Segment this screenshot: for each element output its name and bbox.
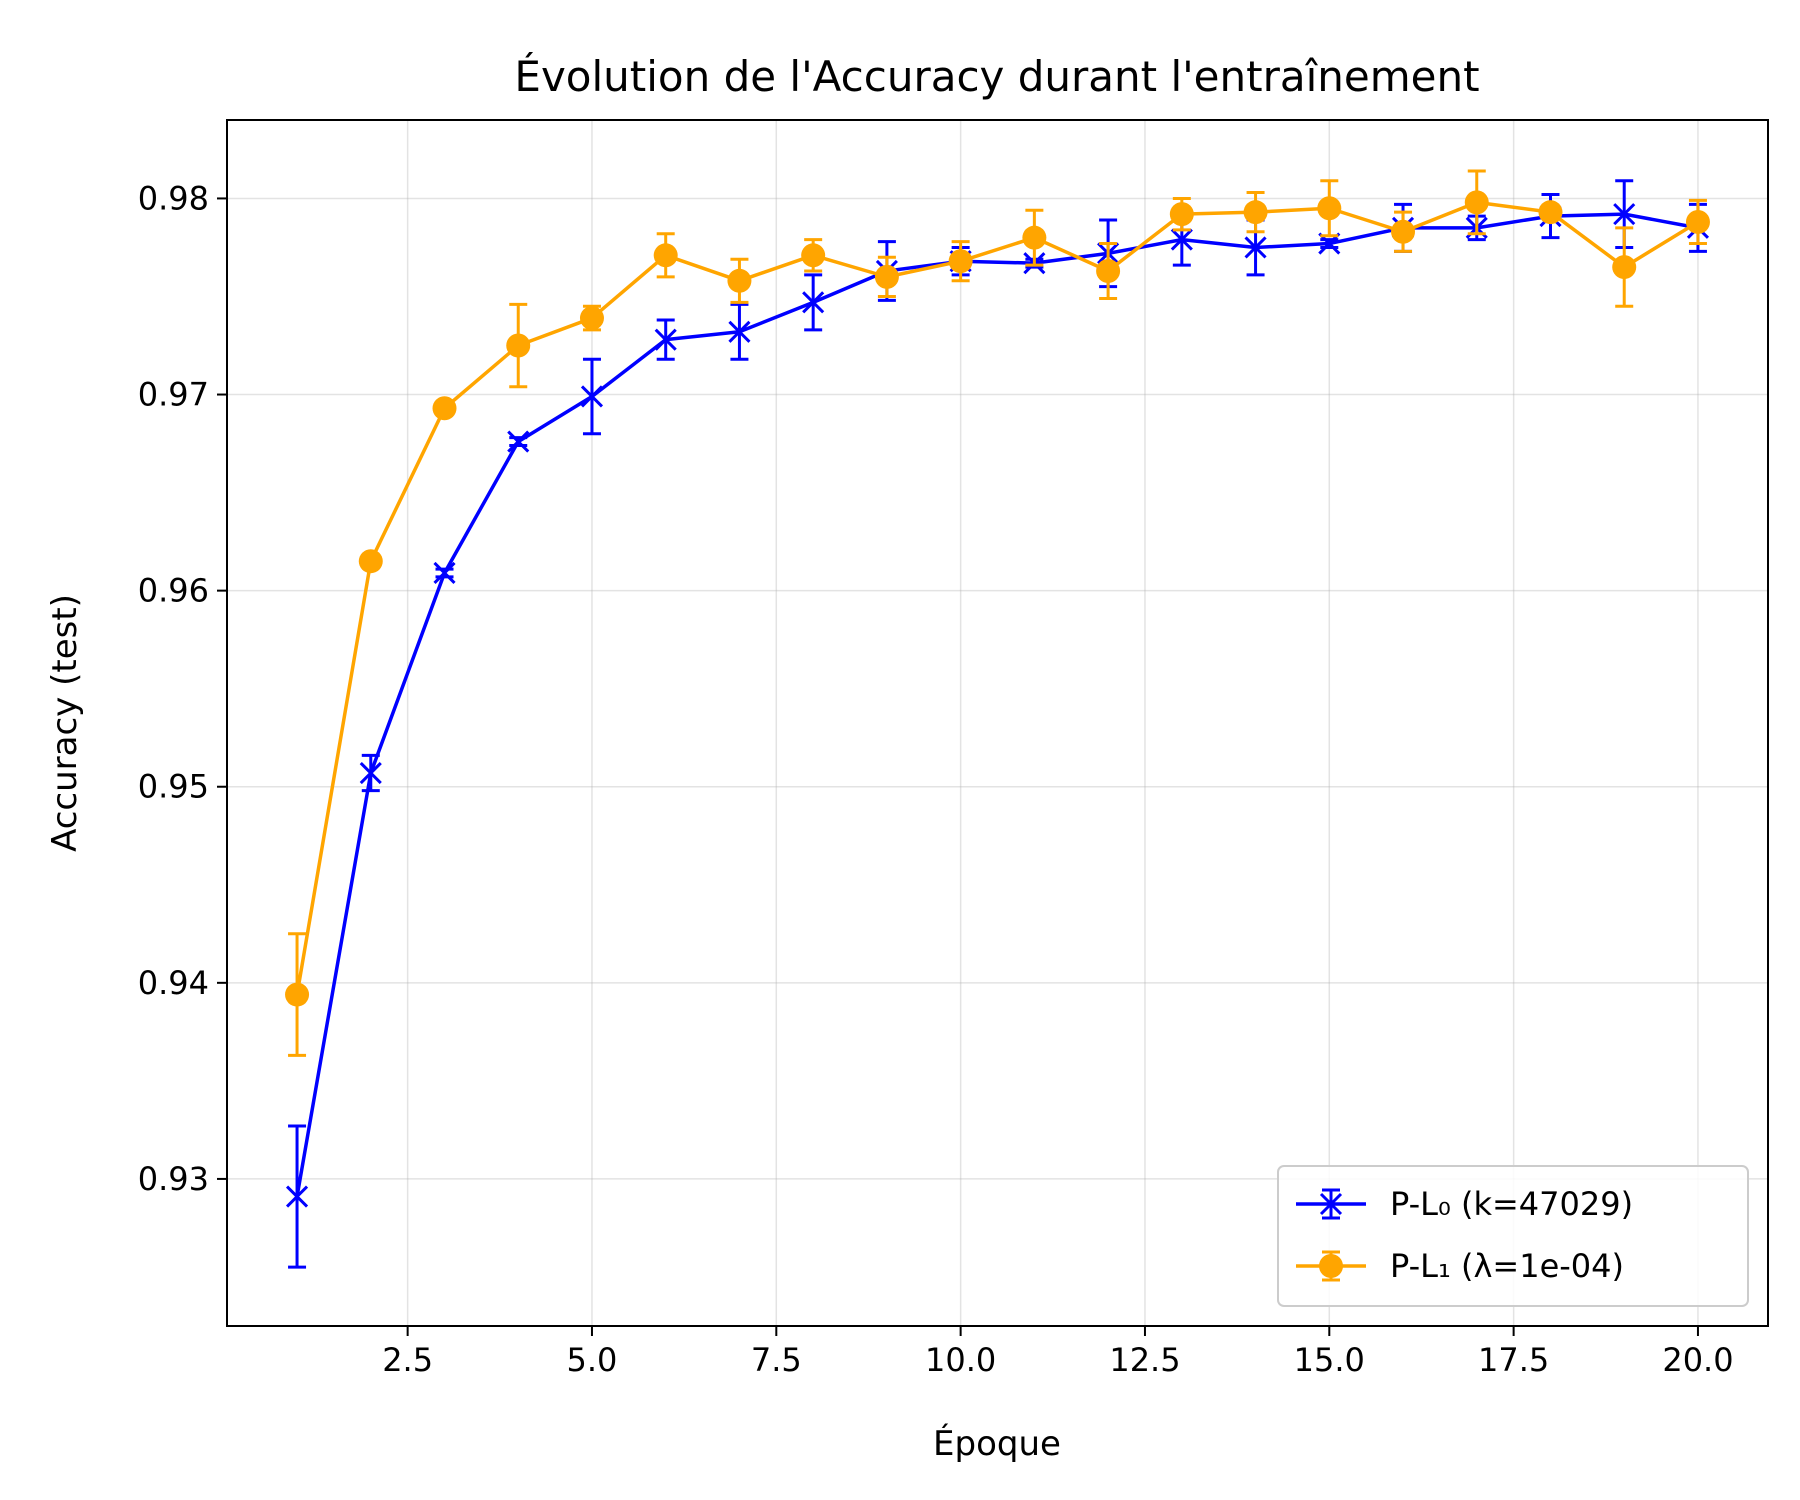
legend-item-2: P-L₁ (λ=1e-04) [1296, 1247, 1624, 1285]
chart-title: Évolution de l'Accuracy durant l'entraîn… [514, 51, 1479, 101]
legend-box [1277, 1165, 1749, 1307]
data-point-x-marker [580, 385, 604, 408]
series-1 [285, 179, 1710, 1269]
plot-frame [226, 119, 1769, 1327]
data-point-circle-marker [432, 396, 457, 421]
x-axis-label: Époque [933, 1423, 1061, 1464]
y-tick-label: 0.93 [138, 1160, 209, 1198]
data-point-x-marker [359, 761, 382, 785]
data-point-circle-marker [1317, 196, 1342, 221]
x-tick-label: 10.0 [925, 1341, 996, 1379]
grid-lines [227, 120, 1768, 1326]
x-tick-label: 5.0 [567, 1341, 618, 1379]
data-point-x-marker [433, 561, 456, 585]
legend-item-1: P-L₀ (k=47029) [1296, 1185, 1633, 1223]
x-tick-label: 2.5 [382, 1341, 433, 1379]
data-point-circle-marker [358, 549, 383, 574]
legend: P-L₀ (k=47029) P-L₁ (λ=1e-04) [1277, 1165, 1749, 1307]
x-tick-label: 7.5 [751, 1341, 802, 1379]
series-layer [285, 169, 1710, 1269]
data-point-x-marker [507, 430, 530, 453]
data-point-x-marker [1319, 1192, 1343, 1216]
series-2 [285, 169, 1710, 1057]
y-tick-label: 0.96 [138, 572, 209, 610]
data-point-circle-marker [1169, 202, 1194, 227]
data-point-circle-marker [874, 264, 899, 289]
axis-ticks: 2.5 5.0 7.5 10.0 12.5 15.0 17.5 20.0 0.93 0.94 0.9… [138, 179, 1734, 1379]
data-point-circle-marker [1612, 255, 1637, 280]
series-line [295, 212, 1699, 1197]
data-point-x-marker [285, 1185, 309, 1208]
data-point-circle-marker [727, 268, 752, 293]
x-tick-label: 15.0 [1294, 1341, 1365, 1379]
legend-label: P-L₀ (k=47029) [1390, 1185, 1633, 1223]
y-tick-label: 0.94 [138, 964, 209, 1002]
data-point-circle-marker [1685, 209, 1710, 234]
data-point-x-marker [654, 328, 677, 351]
data-point-circle-marker [506, 333, 531, 358]
data-point-circle-marker [1022, 225, 1047, 250]
data-point-circle-marker [1464, 190, 1489, 215]
data-point-circle-marker [801, 243, 826, 268]
y-tick-label: 0.97 [138, 376, 209, 414]
data-point-circle-marker [1243, 200, 1268, 225]
x-tick-label: 20.0 [1662, 1341, 1733, 1379]
data-point-circle-marker [1538, 200, 1563, 225]
data-point-circle-marker [1096, 258, 1121, 283]
data-point-circle-marker [653, 243, 678, 268]
data-point-circle-marker [1319, 1254, 1343, 1278]
x-tick-label: 12.5 [1109, 1341, 1180, 1379]
y-tick-label: 0.95 [138, 768, 209, 806]
x-tick-label: 17.5 [1478, 1341, 1549, 1379]
data-point-x-marker [1244, 236, 1267, 259]
data-point-x-marker [1170, 228, 1193, 251]
data-point-x-marker [802, 291, 825, 314]
data-point-x-marker [1613, 203, 1636, 226]
data-point-x-marker [728, 320, 751, 343]
y-axis-label: Accuracy (test) [45, 594, 85, 852]
data-point-circle-marker [285, 982, 310, 1007]
data-point-circle-marker [579, 306, 604, 331]
series-line [295, 200, 1699, 995]
data-point-circle-marker [948, 249, 973, 274]
y-tick-label: 0.98 [138, 179, 209, 217]
data-point-circle-marker [1391, 219, 1416, 244]
legend-label: P-L₁ (λ=1e-04) [1390, 1247, 1624, 1285]
